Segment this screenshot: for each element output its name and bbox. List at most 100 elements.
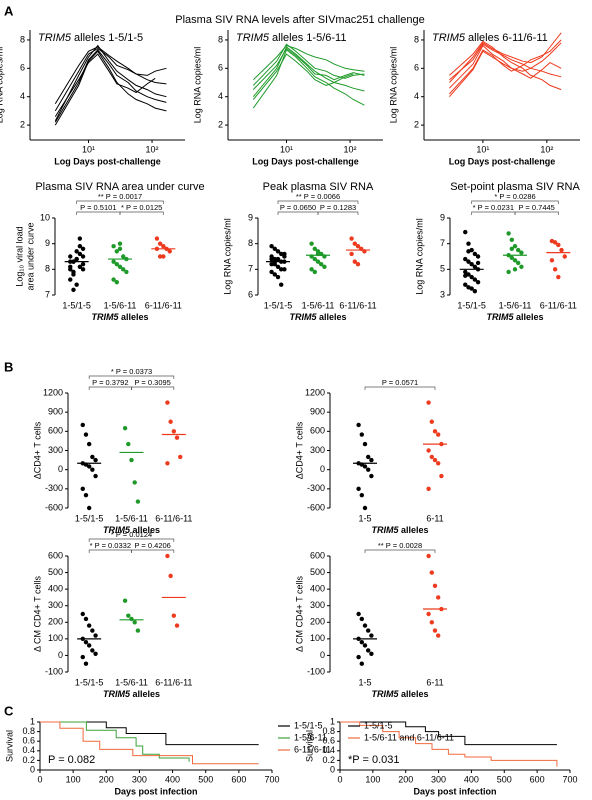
dot xyxy=(161,244,166,249)
series-line xyxy=(252,47,365,90)
dot xyxy=(121,254,126,259)
x-tick-label: 1-5/1-5 xyxy=(75,513,104,523)
y-tick-label: 0 xyxy=(320,650,325,660)
dot xyxy=(475,260,481,266)
dot xyxy=(366,467,371,472)
y-axis-label: Log RNA copies/ml xyxy=(0,47,4,124)
dot xyxy=(80,254,86,259)
x-tick-label: 500 xyxy=(497,774,512,784)
y-tick-label: 0.2 xyxy=(322,755,335,765)
dot xyxy=(463,256,468,262)
x-axis-label-italic: TRIM5 xyxy=(103,525,131,535)
dot xyxy=(80,246,86,251)
dot xyxy=(68,277,73,282)
dot xyxy=(509,237,514,243)
x-axis-label: TRIM5 alleles xyxy=(371,525,428,535)
y-tick-label: -600 xyxy=(45,502,63,512)
dot xyxy=(174,623,180,628)
y-tick-label: 2 xyxy=(20,119,25,129)
p-value: P = 0.0571 xyxy=(382,378,418,387)
dot xyxy=(171,429,177,434)
y-tick-label: 0.4 xyxy=(22,745,35,755)
dot xyxy=(359,493,364,498)
dot xyxy=(157,241,163,246)
dot xyxy=(275,264,281,269)
dot xyxy=(122,598,128,603)
dot xyxy=(168,573,173,579)
dot xyxy=(466,241,471,246)
y-tick-label: 500 xyxy=(48,567,63,577)
dot xyxy=(83,661,89,666)
x-axis-label-italic: TRIM5 xyxy=(371,689,399,699)
dot xyxy=(315,259,321,264)
dot xyxy=(269,262,274,267)
dot xyxy=(369,633,374,638)
x-axis-label-text: alleles xyxy=(398,525,428,535)
dot xyxy=(319,262,324,267)
y-tick-label: 300 xyxy=(48,445,63,455)
dot xyxy=(562,254,567,259)
series-line xyxy=(54,46,167,105)
chart-title: TRIM5 alleles 1-5/6-11 xyxy=(236,32,346,44)
dot xyxy=(80,611,85,617)
dot xyxy=(111,277,116,282)
dot xyxy=(362,441,368,447)
x-axis-label: Days post infection xyxy=(114,786,197,796)
dot xyxy=(80,262,86,267)
dot xyxy=(429,620,434,625)
y-tick-label: 600 xyxy=(48,426,63,436)
legend-label: 1-5/1-5 xyxy=(294,720,323,730)
x-axis-label: Days post infection xyxy=(413,786,496,796)
dot xyxy=(129,616,134,622)
x-tick-label: 300 xyxy=(132,774,147,784)
dot xyxy=(174,435,180,440)
x-axis-label-text: alleles xyxy=(316,312,346,322)
dot xyxy=(282,267,287,272)
dot xyxy=(472,288,478,294)
dot xyxy=(165,400,170,405)
dot xyxy=(86,643,92,648)
y-tick-label: 6 xyxy=(414,63,419,73)
series-line xyxy=(252,49,365,109)
x-tick-label: 400 xyxy=(165,774,180,784)
dot xyxy=(509,255,514,260)
x-tick-label: 6-11/6-11 xyxy=(339,300,376,310)
dot xyxy=(114,262,120,267)
y-tick-label: 4 xyxy=(218,91,223,101)
dot xyxy=(362,505,368,511)
annotation: P = 0.082 xyxy=(48,754,95,766)
p-value: P = 0.5101 xyxy=(80,203,116,212)
legend-label: 1-5/6-11 and 6-11/6-11 xyxy=(364,732,454,742)
p-value: * P = 0.0124 xyxy=(111,530,152,539)
dot xyxy=(349,251,354,257)
dot xyxy=(359,639,364,645)
dot xyxy=(117,264,123,269)
dot xyxy=(349,236,354,241)
dot xyxy=(512,258,518,263)
dot xyxy=(132,620,137,625)
dot xyxy=(269,244,274,249)
x-tick-label: 700 xyxy=(264,774,279,784)
y-tick-label: 3 xyxy=(440,289,445,299)
dot xyxy=(157,254,163,259)
dot xyxy=(519,264,524,269)
y-tick-label: 0.8 xyxy=(22,726,35,736)
y-tick-label: 0 xyxy=(58,650,63,660)
dot xyxy=(74,282,79,287)
x-axis-label-italic: TRIM5 xyxy=(486,312,514,322)
x-axis-label: TRIM5 alleles xyxy=(289,312,346,322)
x-tick-label: 10² xyxy=(344,144,357,154)
dot xyxy=(429,454,434,460)
dot xyxy=(466,259,471,264)
dot xyxy=(362,464,368,469)
dot xyxy=(469,262,474,267)
x-tick-label: 1-5/1-5 xyxy=(75,677,104,687)
chart-title: TRIM5 alleles 1-5/1-5 xyxy=(38,32,143,44)
dot xyxy=(512,267,518,272)
x-tick-label: 10¹ xyxy=(280,144,293,154)
dot xyxy=(355,262,361,267)
chart-title: TRIM5 alleles 6-11/6-11 xyxy=(432,32,548,44)
dot xyxy=(282,251,287,257)
x-tick-label: 100 xyxy=(365,774,380,784)
